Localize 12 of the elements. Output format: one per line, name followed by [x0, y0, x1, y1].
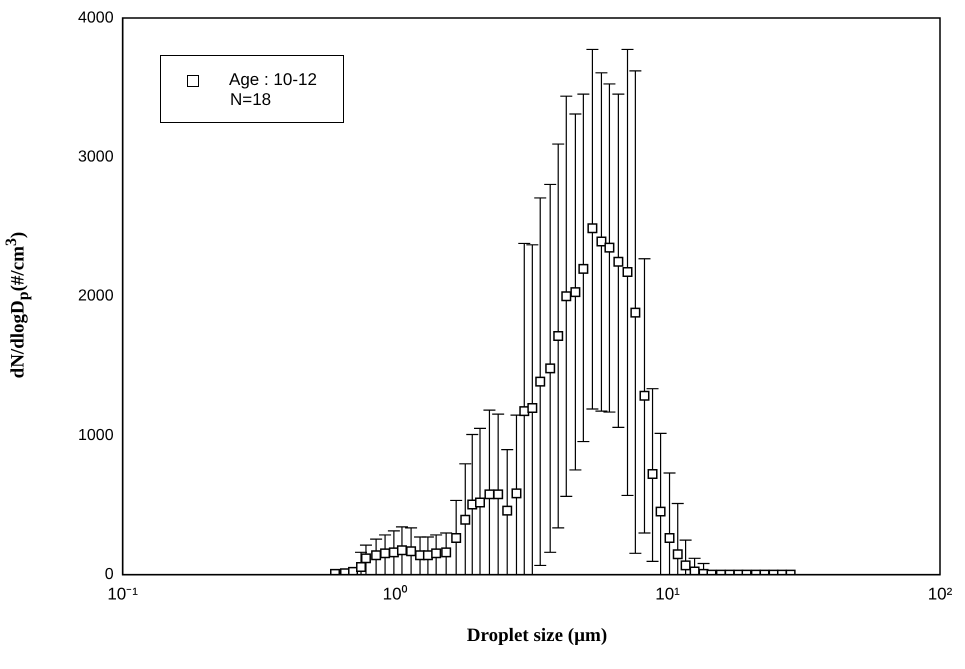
x-tick-label: 10²: [928, 584, 953, 604]
y-tick-label: 4000: [78, 9, 114, 26]
y-tick-label: 1000: [78, 426, 114, 444]
y-tick-label: 0: [104, 566, 114, 584]
x-tick-label: 10⁻¹: [107, 584, 138, 604]
y-tick-label: 2000: [78, 288, 114, 305]
legend-label: Age : 10-12: [229, 70, 317, 89]
annotation: N=18: [229, 90, 272, 110]
x-tick-label: 10¹: [655, 584, 680, 604]
x-axis-title: Droplet size (µm): [466, 625, 608, 647]
x-tick-label: 10⁰: [382, 584, 408, 604]
y-tick-label: 3000: [78, 148, 114, 166]
